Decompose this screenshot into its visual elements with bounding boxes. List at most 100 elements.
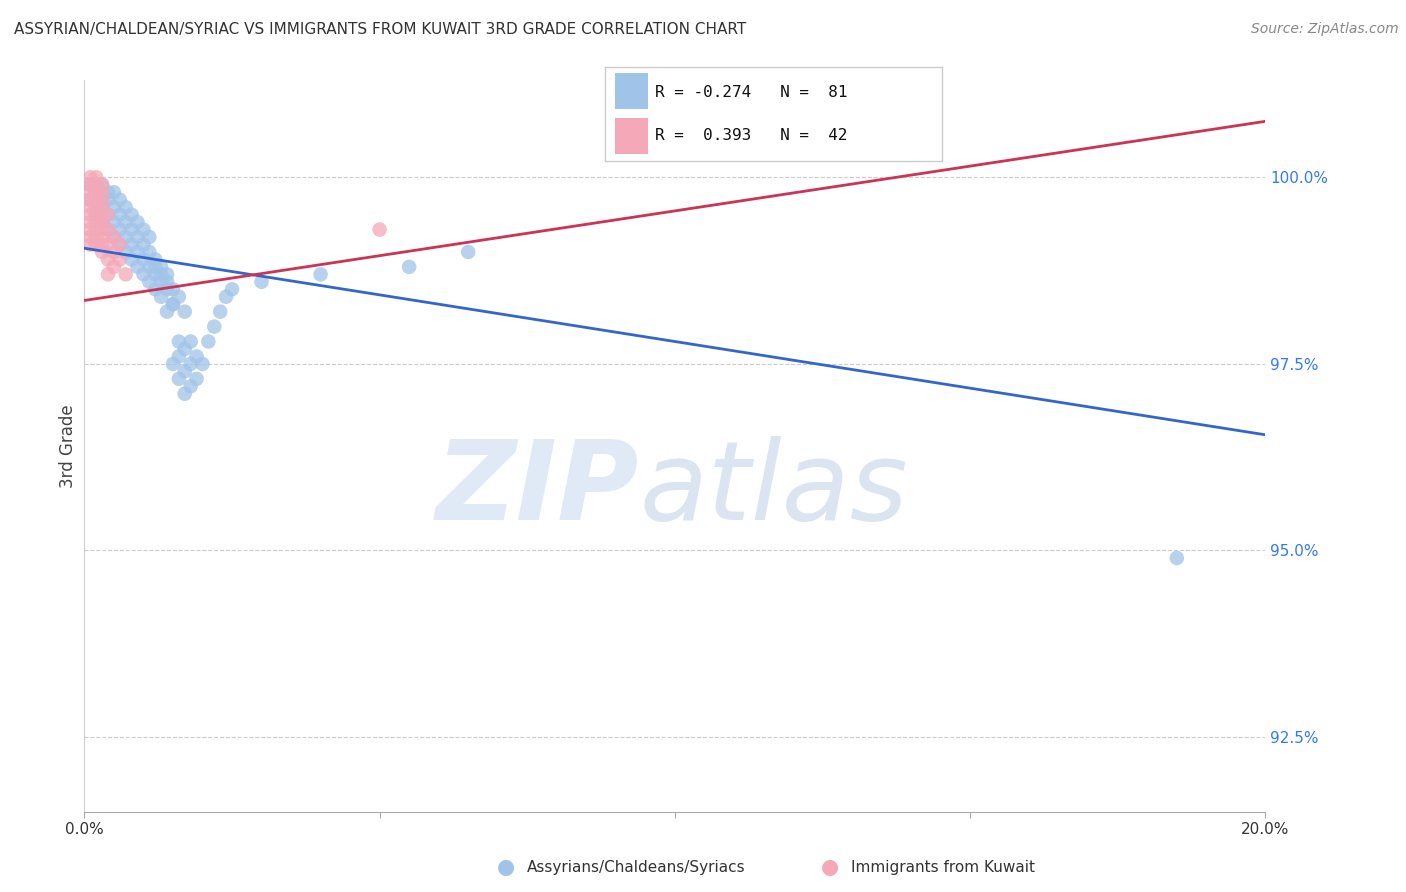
Point bbox=[143, 268, 166, 282]
Point bbox=[84, 200, 107, 214]
Point bbox=[108, 208, 131, 222]
Point bbox=[103, 230, 125, 244]
Point bbox=[114, 230, 136, 244]
Point bbox=[186, 372, 208, 386]
Point bbox=[79, 237, 101, 252]
Point bbox=[156, 268, 179, 282]
Point bbox=[108, 222, 131, 236]
Point bbox=[132, 252, 155, 267]
Point bbox=[79, 170, 101, 185]
Point bbox=[91, 237, 114, 252]
Text: Source: ZipAtlas.com: Source: ZipAtlas.com bbox=[1251, 22, 1399, 37]
Point bbox=[79, 193, 101, 207]
Point bbox=[132, 222, 155, 236]
Point bbox=[202, 319, 225, 334]
Point bbox=[108, 193, 131, 207]
Point bbox=[180, 379, 202, 393]
Point bbox=[173, 364, 195, 378]
Bar bbox=[614, 73, 648, 109]
Point bbox=[91, 193, 114, 207]
Point bbox=[167, 334, 190, 349]
Point bbox=[138, 244, 160, 259]
Point bbox=[91, 178, 114, 192]
Point bbox=[209, 304, 232, 318]
Point bbox=[173, 342, 195, 356]
Point bbox=[127, 230, 149, 244]
Point bbox=[121, 237, 143, 252]
Point bbox=[150, 290, 173, 304]
Point bbox=[79, 222, 101, 236]
Point bbox=[138, 260, 160, 274]
Point bbox=[97, 193, 120, 207]
Point bbox=[108, 237, 131, 252]
Point bbox=[91, 244, 114, 259]
Point bbox=[103, 230, 125, 244]
Point bbox=[97, 222, 120, 236]
Point bbox=[1166, 551, 1188, 566]
Point bbox=[167, 372, 190, 386]
Point bbox=[84, 222, 107, 236]
Point bbox=[162, 297, 184, 311]
Point bbox=[91, 186, 114, 200]
Point bbox=[97, 186, 120, 200]
Point bbox=[97, 237, 120, 252]
Point bbox=[127, 215, 149, 229]
Point bbox=[97, 208, 120, 222]
Point bbox=[156, 282, 179, 296]
Point bbox=[127, 244, 149, 259]
Point bbox=[84, 186, 107, 200]
Y-axis label: 3rd Grade: 3rd Grade bbox=[59, 404, 77, 488]
Point bbox=[114, 244, 136, 259]
Point bbox=[84, 208, 107, 222]
Point bbox=[84, 170, 107, 185]
Point bbox=[250, 275, 273, 289]
Point bbox=[162, 357, 184, 371]
Text: ●: ● bbox=[821, 857, 838, 877]
Point bbox=[108, 237, 131, 252]
Point bbox=[143, 282, 166, 296]
Point bbox=[97, 222, 120, 236]
Point bbox=[138, 230, 160, 244]
Point bbox=[97, 252, 120, 267]
Point bbox=[91, 222, 114, 236]
Point bbox=[103, 260, 125, 274]
Point bbox=[103, 200, 125, 214]
Point bbox=[186, 350, 208, 364]
Point bbox=[103, 244, 125, 259]
Text: ZIP: ZIP bbox=[436, 436, 640, 543]
Point bbox=[79, 200, 101, 214]
Point bbox=[162, 282, 184, 296]
Point bbox=[309, 268, 332, 282]
Point bbox=[108, 252, 131, 267]
Point bbox=[143, 260, 166, 274]
Point bbox=[91, 208, 114, 222]
Point bbox=[150, 260, 173, 274]
Point bbox=[138, 275, 160, 289]
Point bbox=[97, 268, 120, 282]
Point bbox=[84, 178, 107, 192]
Point bbox=[121, 208, 143, 222]
Point bbox=[84, 215, 107, 229]
Point bbox=[79, 178, 101, 192]
Point bbox=[156, 275, 179, 289]
Point bbox=[150, 268, 173, 282]
Point bbox=[127, 260, 149, 274]
Text: ●: ● bbox=[498, 857, 515, 877]
Point bbox=[91, 200, 114, 214]
Text: R =  0.393   N =  42: R = 0.393 N = 42 bbox=[655, 128, 848, 143]
Point bbox=[215, 290, 238, 304]
Point bbox=[114, 215, 136, 229]
Point bbox=[84, 200, 107, 214]
Text: ASSYRIAN/CHALDEAN/SYRIAC VS IMMIGRANTS FROM KUWAIT 3RD GRADE CORRELATION CHART: ASSYRIAN/CHALDEAN/SYRIAC VS IMMIGRANTS F… bbox=[14, 22, 747, 37]
Point bbox=[97, 208, 120, 222]
Point bbox=[121, 222, 143, 236]
Point bbox=[398, 260, 420, 274]
Point bbox=[173, 386, 195, 401]
Bar bbox=[614, 119, 648, 154]
Point bbox=[132, 268, 155, 282]
Point bbox=[84, 230, 107, 244]
Point bbox=[79, 178, 101, 192]
Point bbox=[79, 215, 101, 229]
Text: R = -0.274   N =  81: R = -0.274 N = 81 bbox=[655, 85, 848, 100]
Point bbox=[91, 215, 114, 229]
